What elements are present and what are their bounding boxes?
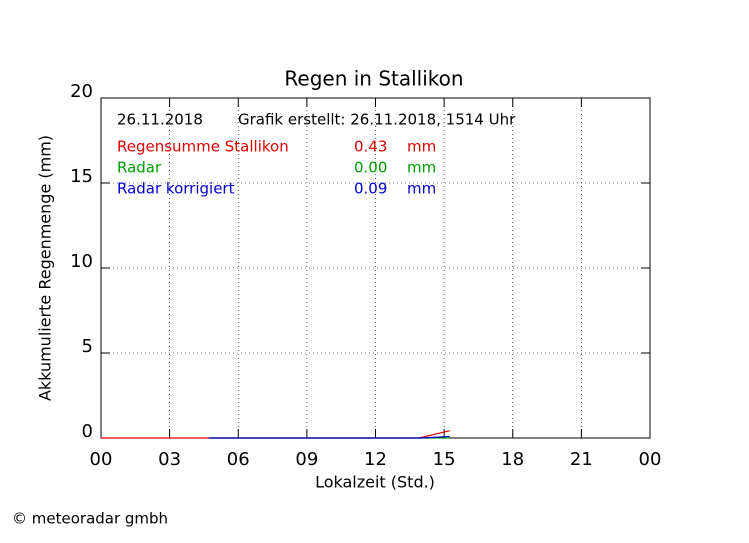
- x-axis-label: Lokalzeit (Std.): [315, 473, 435, 492]
- y-tick-label: 5: [82, 336, 93, 357]
- legend-unit: mm: [407, 180, 436, 198]
- x-tick-label: 00: [90, 449, 113, 470]
- legend-total: 0.43: [354, 138, 387, 156]
- y-tick-label: 20: [70, 81, 93, 102]
- series-line: [101, 430, 450, 439]
- legend-name: Radar: [117, 159, 162, 177]
- x-tick-label: 09: [295, 449, 318, 470]
- y-axis-label: Akkumulierte Regenmenge (mm): [36, 135, 55, 401]
- x-tick-label: 12: [364, 449, 387, 470]
- chart-title: Regen in Stallikon: [284, 67, 463, 91]
- legend-unit: mm: [407, 159, 436, 177]
- y-tick-label: 10: [70, 251, 93, 272]
- legend-name: Radar korrigiert: [117, 180, 235, 198]
- legend-name: Regensumme Stallikon: [117, 138, 289, 156]
- x-tick-label: 00: [639, 449, 662, 470]
- copyright: © meteoradar gmbh: [12, 510, 168, 528]
- y-tick-label: 0: [82, 421, 93, 442]
- date: 26.11.2018: [117, 111, 203, 129]
- x-tick-label: 06: [227, 449, 250, 470]
- x-tick-label: 15: [433, 449, 456, 470]
- x-tick-label: 21: [570, 449, 593, 470]
- y-tick-label: 15: [70, 166, 93, 187]
- legend-total: 0.09: [354, 180, 387, 198]
- legend-total: 0.00: [354, 159, 387, 177]
- x-tick-label: 18: [501, 449, 524, 470]
- x-tick-label: 03: [158, 449, 181, 470]
- legend-unit: mm: [407, 138, 436, 156]
- series-line: [208, 435, 450, 439]
- created: Grafik erstellt: 26.11.2018, 1514 Uhr: [238, 111, 516, 129]
